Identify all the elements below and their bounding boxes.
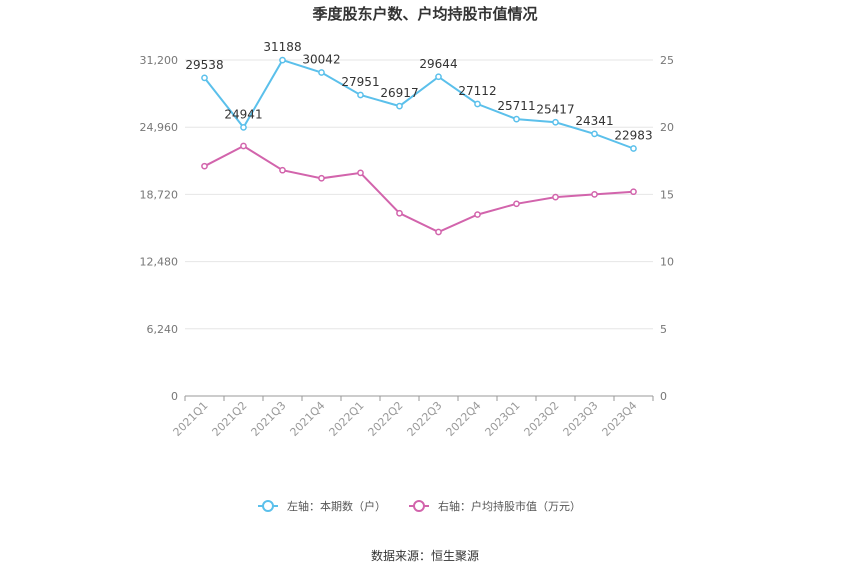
source-note: 数据来源：恒生聚源 xyxy=(371,548,479,563)
data-point xyxy=(552,118,559,126)
data-label: 29538 xyxy=(185,58,223,72)
x-tick-label: 2021Q1 xyxy=(171,399,211,439)
data-point xyxy=(552,193,559,201)
legend-label: 左轴：本期数（户） xyxy=(287,499,386,513)
series-line-2 xyxy=(204,144,634,234)
x-tick-label: 2021Q3 xyxy=(249,399,289,439)
right-tick-label: 25 xyxy=(660,54,674,67)
data-point xyxy=(357,91,364,99)
right-tick-label: 0 xyxy=(660,390,667,403)
data-point xyxy=(474,100,481,108)
data-point xyxy=(201,74,208,82)
data-label: 24341 xyxy=(575,114,613,128)
right-tick-label: 15 xyxy=(660,188,674,201)
right-tick-label: 20 xyxy=(660,121,674,134)
data-point xyxy=(435,73,442,81)
data-label: 27951 xyxy=(341,75,379,89)
data-point xyxy=(591,130,598,138)
x-tick-label: 2023Q4 xyxy=(600,399,640,439)
right-tick-label: 10 xyxy=(660,256,674,269)
x-tick-label: 2023Q3 xyxy=(561,399,601,439)
left-tick-label: 18,720 xyxy=(140,188,179,201)
data-label: 24941 xyxy=(224,107,262,121)
left-tick-label: 0 xyxy=(171,390,178,403)
data-point xyxy=(240,124,247,131)
data-point xyxy=(396,209,403,217)
data-point xyxy=(318,69,325,76)
left-tick-label: 6,240 xyxy=(147,323,179,336)
data-label: 25711 xyxy=(497,99,535,113)
x-tick-label: 2022Q2 xyxy=(366,399,406,439)
data-point xyxy=(474,211,481,218)
data-label: 29644 xyxy=(419,57,457,71)
data-label: 30042 xyxy=(302,52,340,66)
data-point xyxy=(240,142,247,150)
left-tick-label: 24,960 xyxy=(140,121,179,134)
series-line-1 xyxy=(203,58,634,150)
data-label: 26917 xyxy=(380,86,418,100)
axes: 0 0 6,240 5 12,480 10 18,720 15 24,960 20 31,200 25… xyxy=(140,54,675,439)
x-tick-label: 2022Q3 xyxy=(405,399,445,439)
legend-label: 右轴：户均持股市值（万元） xyxy=(438,499,581,513)
data-label: 25417 xyxy=(536,102,574,116)
legend-marker xyxy=(262,500,274,512)
legend: 左轴：本期数（户） 右轴：户均持股市值（万元） xyxy=(258,499,581,513)
x-tick-label: 2023Q2 xyxy=(522,399,562,439)
data-point xyxy=(357,169,364,177)
x-tick-label: 2021Q2 xyxy=(210,399,250,439)
data-label: 22983 xyxy=(614,128,652,142)
left-tick-label: 31,200 xyxy=(140,54,179,67)
right-tick-label: 5 xyxy=(660,323,667,336)
data-label: 31188 xyxy=(263,40,301,54)
data-point xyxy=(435,228,442,236)
data-label: 27112 xyxy=(458,84,496,98)
data-point xyxy=(630,188,637,196)
data-point xyxy=(591,191,598,198)
data-point xyxy=(630,145,637,152)
data-point xyxy=(279,56,286,64)
data-point xyxy=(396,102,403,110)
data-point xyxy=(513,200,520,208)
x-tick-label: 2021Q4 xyxy=(288,399,328,439)
data-point xyxy=(513,115,520,123)
legend-marker xyxy=(413,500,425,512)
chart-title: 季度股东户数、户均持股市值情况 xyxy=(312,5,537,23)
x-tick-label: 2022Q4 xyxy=(444,399,484,439)
x-tick-label: 2023Q1 xyxy=(483,399,523,439)
left-tick-label: 12,480 xyxy=(140,256,179,269)
x-tick-label: 2022Q1 xyxy=(327,399,367,439)
data-point xyxy=(201,162,208,170)
data-point xyxy=(279,166,286,174)
data-point xyxy=(318,174,325,182)
